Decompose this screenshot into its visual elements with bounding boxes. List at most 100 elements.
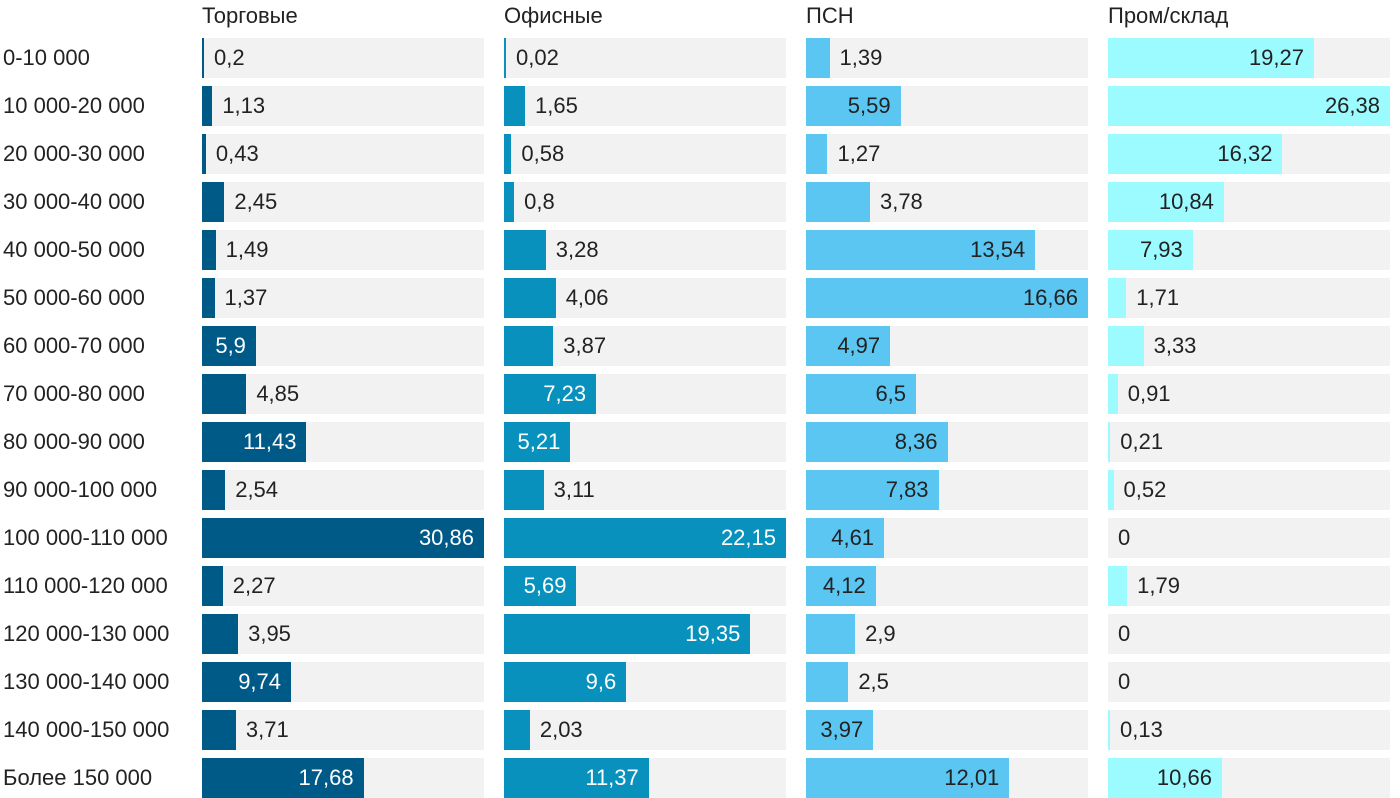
data-label: 2,54: [235, 477, 279, 502]
data-label: 1,71: [1136, 285, 1180, 310]
bar: [202, 518, 484, 558]
bar: [504, 230, 546, 270]
bar: [504, 182, 515, 222]
bar-track: 3,28: [504, 230, 786, 270]
bar: [504, 518, 786, 558]
data-label: 2,27: [232, 573, 276, 598]
data-label: 2,03: [539, 717, 583, 742]
data-label: 3,11: [553, 477, 595, 502]
bar: [504, 470, 544, 510]
bar: [1108, 278, 1127, 318]
bar: [806, 758, 1010, 798]
bar-track: 19,27: [1108, 38, 1390, 78]
bar-track: 0,58: [504, 134, 786, 174]
bar-track: 0,43: [202, 134, 484, 174]
bar: [504, 710, 530, 750]
bar: [806, 422, 948, 462]
bar-track: 0,52: [1108, 470, 1390, 510]
data-label: 2,9: [865, 621, 896, 646]
data-label: 7,83: [885, 477, 929, 502]
bar: [504, 326, 554, 366]
bar: [1108, 758, 1222, 798]
category-label: 110 000-120 000: [3, 573, 168, 598]
category-label: 50 000-60 000: [3, 285, 145, 310]
bar-track: 0,13: [1108, 710, 1390, 750]
bar-track: 2,03: [504, 710, 786, 750]
data-label: 7,93: [1139, 237, 1183, 262]
bar: [504, 614, 751, 654]
bar: [1108, 230, 1193, 270]
data-label: 0,52: [1123, 477, 1167, 502]
bar: [202, 758, 364, 798]
bar: [202, 566, 223, 606]
bar-track: 3,78: [806, 182, 1088, 222]
bar-track: 0: [1108, 518, 1390, 558]
bar: [806, 86, 901, 126]
bar: [806, 710, 874, 750]
data-label: 5,59: [847, 93, 891, 118]
bar-track: 0,2: [202, 38, 484, 78]
bar: [806, 518, 885, 558]
bar: [1108, 710, 1110, 750]
data-label: 1,27: [837, 141, 881, 166]
data-label: 0,13: [1120, 717, 1163, 742]
category-label: 30 000-40 000: [3, 189, 145, 214]
data-label: 17,68: [298, 765, 354, 790]
data-label: 11,37: [585, 765, 639, 790]
bar-track: 3,71: [202, 710, 484, 750]
bar-track: 4,06: [504, 278, 786, 318]
bar: [504, 422, 571, 462]
bar: [806, 230, 1036, 270]
bar-track: 9,74: [202, 662, 484, 702]
bar: [1108, 134, 1283, 174]
data-label: 4,06: [565, 285, 609, 310]
bar: [504, 758, 649, 798]
bar: [202, 710, 236, 750]
data-label: 16,66: [1022, 285, 1078, 310]
bar-track: 3,11: [504, 470, 786, 510]
bar: [806, 374, 917, 414]
bar: [202, 470, 226, 510]
bar-track: 4,85: [202, 374, 484, 414]
data-label: 6,5: [875, 381, 907, 406]
bar: [504, 38, 506, 78]
bar-track: 0: [1108, 614, 1390, 654]
data-label: 3,28: [555, 237, 599, 262]
bar-track: 0,02: [504, 38, 786, 78]
bar: [806, 38, 830, 78]
category-label: 90 000-100 000: [3, 477, 158, 502]
bar: [1108, 374, 1118, 414]
data-label: 2,45: [234, 189, 278, 214]
bar-track: 11,43: [202, 422, 484, 462]
bar: [202, 374, 247, 414]
data-label: 0,58: [521, 141, 565, 166]
bar: [806, 662, 849, 702]
bar: [806, 134, 828, 174]
bar-track: 9,6: [504, 662, 786, 702]
category-label: 10 000-20 000: [3, 93, 145, 118]
category-label: 140 000-150 000: [3, 717, 170, 742]
bar: [202, 230, 216, 270]
bar-track: 1,27: [806, 134, 1088, 174]
bar-track: 4,61: [806, 518, 1088, 558]
data-label: 5,69: [523, 573, 567, 598]
bar-track: 1,71: [1108, 278, 1390, 318]
bar-track: 2,27: [202, 566, 484, 606]
data-label: 0: [1118, 621, 1131, 646]
data-label: 0,21: [1120, 429, 1164, 454]
category-label: 20 000-30 000: [3, 141, 145, 166]
category-label: 0-10 000: [3, 45, 90, 70]
bar: [1108, 326, 1144, 366]
data-label: 2,5: [858, 669, 889, 694]
data-label: 16,32: [1217, 141, 1273, 166]
bar: [202, 422, 307, 462]
category-label: 70 000-80 000: [3, 381, 145, 406]
bar-track: 4,97: [806, 326, 1088, 366]
category-label: 60 000-70 000: [3, 333, 145, 358]
bar-track: 1,37: [202, 278, 484, 318]
bar-track: 16,32: [1108, 134, 1390, 174]
bar: [504, 86, 525, 126]
data-label: 9,6: [585, 669, 617, 694]
bar: [504, 374, 597, 414]
bar: [202, 326, 256, 366]
